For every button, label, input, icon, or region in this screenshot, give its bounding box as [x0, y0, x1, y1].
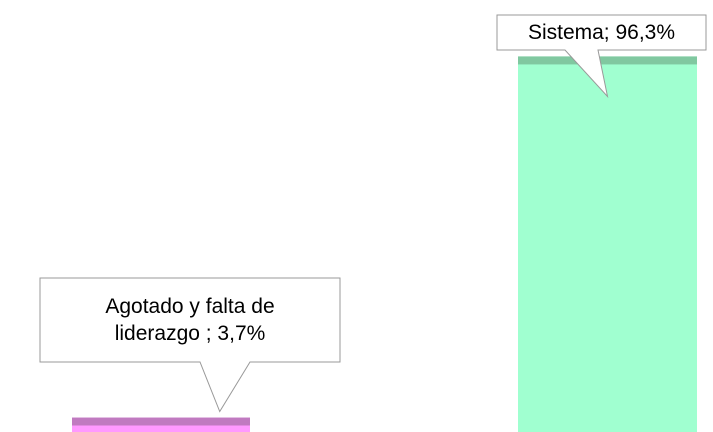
callout: [496, 14, 707, 99]
bar: [518, 56, 697, 432]
callout: [39, 277, 341, 413]
bar-cap: [518, 56, 697, 65]
data-label: Sistema; 96,3%: [527, 21, 676, 44]
bar-cap: [72, 417, 250, 426]
data-label: Agotado y falta de liderazgo ; 3,7%: [105, 295, 275, 345]
